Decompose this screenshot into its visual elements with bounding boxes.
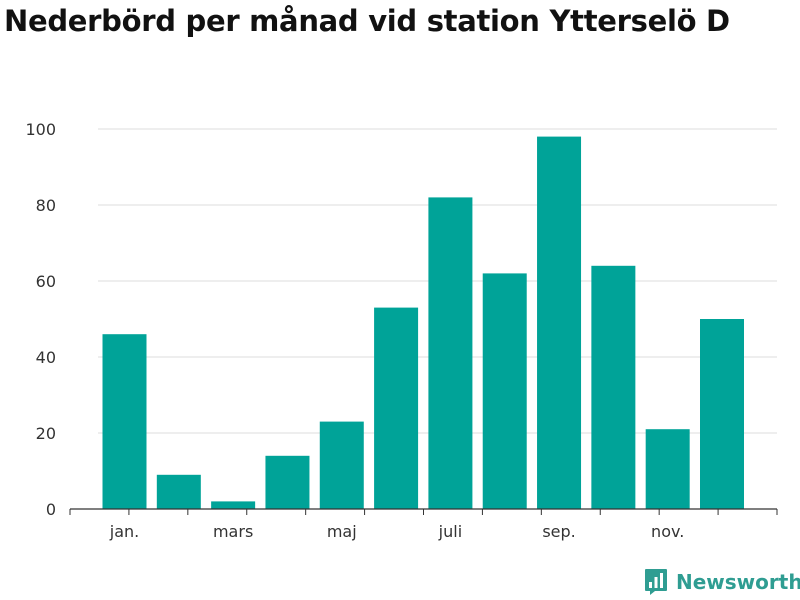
bars bbox=[102, 136, 744, 509]
y-tick-label: 0 bbox=[46, 500, 56, 519]
brand-name: Newsworthy bbox=[676, 570, 800, 594]
y-tick-label: 60 bbox=[36, 272, 56, 291]
x-tick-label: sep. bbox=[542, 522, 575, 541]
bar bbox=[591, 265, 636, 509]
bar bbox=[700, 319, 744, 509]
bar bbox=[482, 273, 527, 509]
y-tick-label: 100 bbox=[25, 120, 56, 139]
x-tick-label: jan. bbox=[109, 522, 139, 541]
x-axis-ticks bbox=[69, 509, 778, 515]
x-tick-label: juli bbox=[438, 522, 462, 541]
bar-chart-speech-bubble-icon bbox=[645, 569, 667, 595]
bar bbox=[428, 197, 473, 509]
y-tick-label: 80 bbox=[36, 196, 56, 215]
y-axis-tick-labels: 0 20 40 60 80 100 bbox=[25, 120, 56, 519]
newsworthy-logo: Newsworthy bbox=[644, 568, 800, 596]
x-tick-label: nov. bbox=[651, 522, 684, 541]
bar bbox=[374, 307, 419, 509]
x-tick-label: maj bbox=[327, 522, 357, 541]
y-tick-label: 40 bbox=[36, 348, 56, 367]
bar bbox=[319, 421, 364, 509]
x-axis-tick-labels: jan. mars maj juli sep. nov. bbox=[109, 522, 685, 541]
chart-title: Nederbörd per månad vid station Yttersel… bbox=[4, 4, 730, 38]
bar bbox=[211, 501, 256, 509]
bar bbox=[156, 474, 201, 509]
bar bbox=[645, 429, 690, 509]
bar bbox=[537, 136, 582, 509]
bar bbox=[265, 455, 310, 509]
bar bbox=[102, 334, 147, 509]
x-tick-label: mars bbox=[213, 522, 253, 541]
y-tick-label: 20 bbox=[36, 424, 56, 443]
